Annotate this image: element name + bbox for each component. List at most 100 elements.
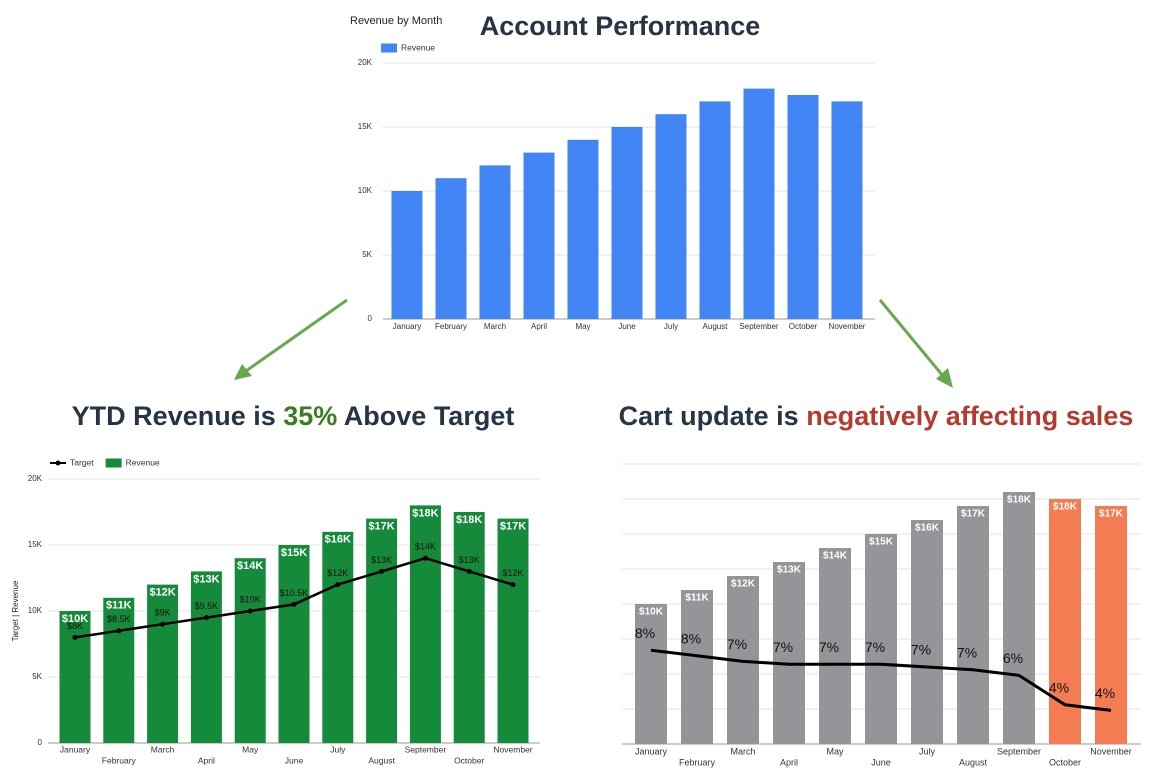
- bar: [103, 597, 135, 743]
- x-tick-label: September: [997, 746, 1041, 756]
- line-value-label: 7%: [727, 636, 747, 652]
- legend-swatch: [381, 43, 397, 53]
- y-tick-label: 10K: [358, 186, 373, 195]
- bar: [409, 505, 441, 743]
- heading-part: Account Performance: [480, 11, 761, 41]
- line-value-label: 7%: [957, 645, 977, 661]
- bar-value-label: $11K: [106, 600, 132, 612]
- bar: [911, 520, 943, 744]
- line-marker: [291, 601, 297, 607]
- legend-label: Target: [70, 457, 94, 467]
- line-marker: [335, 582, 341, 588]
- x-tick-label: January: [60, 744, 91, 754]
- bar: [366, 518, 398, 743]
- heading: Cart update is negatively affecting sale…: [619, 401, 1134, 431]
- bar: [655, 114, 687, 319]
- line-value-label: $13K: [459, 555, 480, 565]
- bar: [957, 506, 989, 744]
- x-tick-label: May: [575, 322, 590, 331]
- line-value-label: 4%: [1095, 685, 1115, 701]
- bar-value-label: $14K: [823, 551, 848, 562]
- y-tick-label: 20K: [28, 474, 43, 483]
- line: [650, 648, 1112, 712]
- line-value-label: 7%: [865, 639, 885, 655]
- y-tick-label: 15K: [28, 540, 43, 549]
- x-tick-label: June: [285, 755, 304, 765]
- x-tick-label: February: [435, 322, 467, 331]
- bar: [322, 531, 354, 743]
- line-marker: [203, 615, 209, 621]
- y-tick-label: 0: [38, 738, 43, 747]
- x-tick-label: September: [739, 322, 778, 331]
- line-value-label: 7%: [819, 639, 839, 655]
- bar: [479, 165, 511, 319]
- bar: [59, 611, 91, 743]
- line-value-label: 4%: [1049, 680, 1069, 696]
- bar-value-label: $18K: [412, 507, 438, 519]
- line-value-label: $9.5K: [195, 601, 219, 611]
- line-value-label: $9K: [155, 608, 171, 618]
- x-tick-label: November: [493, 744, 532, 754]
- legend-label: Revenue: [401, 42, 435, 52]
- x-tick-label: August: [368, 755, 395, 765]
- heading-part: Cart update is: [619, 401, 807, 431]
- y-tick-label: 10K: [28, 606, 43, 615]
- line-value-label: $13K: [371, 555, 392, 565]
- line-value-label: $12K: [502, 568, 523, 578]
- bar: [190, 571, 222, 743]
- bar-value-label: $16K: [325, 534, 351, 546]
- x-tick-label: January: [393, 322, 421, 331]
- line-value-label: $10K: [240, 594, 261, 604]
- bar-value-label: $16K: [915, 523, 940, 534]
- arrows: [234, 298, 953, 388]
- x-tick-label: May: [826, 746, 844, 756]
- x-tick-label: February: [102, 755, 137, 765]
- bar: [773, 562, 805, 744]
- bar-value-label: $15K: [869, 537, 894, 548]
- bar: [278, 545, 310, 743]
- x-tick-label: November: [1090, 746, 1132, 756]
- line-marker: [116, 628, 122, 634]
- x-tick-label: March: [730, 746, 755, 756]
- bar: [865, 534, 897, 744]
- bar-value-label: $17K: [1099, 509, 1124, 520]
- x-tick-label: August: [703, 322, 729, 331]
- bar: [567, 139, 599, 319]
- line-marker: [247, 608, 253, 614]
- x-tick-label: June: [618, 322, 636, 331]
- line-marker: [379, 568, 385, 574]
- legend-swatch: [105, 458, 122, 468]
- y-tick-label: 20K: [358, 58, 373, 67]
- heading: YTD Revenue is 35% Above Target: [72, 401, 515, 431]
- line-marker: [466, 568, 472, 574]
- x-tick-label: October: [789, 322, 818, 331]
- bar-value-label: $13K: [193, 573, 219, 585]
- legend-label: Revenue: [126, 457, 160, 467]
- bar-value-label: $17K: [500, 521, 526, 533]
- bar: [147, 584, 179, 743]
- line-marker: [72, 634, 78, 640]
- x-tick-label: September: [405, 744, 447, 754]
- y-tick-label: 5K: [362, 250, 372, 259]
- x-tick-label: March: [484, 322, 506, 331]
- x-tick-label: July: [664, 322, 678, 331]
- bar-value-label: $18K: [1007, 495, 1032, 506]
- bar: [635, 604, 667, 744]
- legend-swatch: [55, 460, 61, 466]
- y-tick-label: 5K: [32, 672, 42, 681]
- arrow-head: [936, 368, 953, 388]
- x-tick-label: January: [635, 746, 668, 756]
- bar: [1003, 492, 1035, 744]
- arrow-right: [878, 299, 945, 377]
- bar: [234, 558, 266, 743]
- bar: [391, 191, 423, 319]
- heading-part: 35%: [283, 401, 337, 431]
- x-tick-label: June: [871, 757, 891, 767]
- line-value-label: $14K: [415, 542, 436, 552]
- bar-value-label: $17K: [961, 509, 986, 520]
- bar: [743, 88, 775, 319]
- line-value-label: $8K: [67, 621, 83, 631]
- x-tick-label: February: [679, 757, 716, 767]
- bar: [787, 95, 819, 319]
